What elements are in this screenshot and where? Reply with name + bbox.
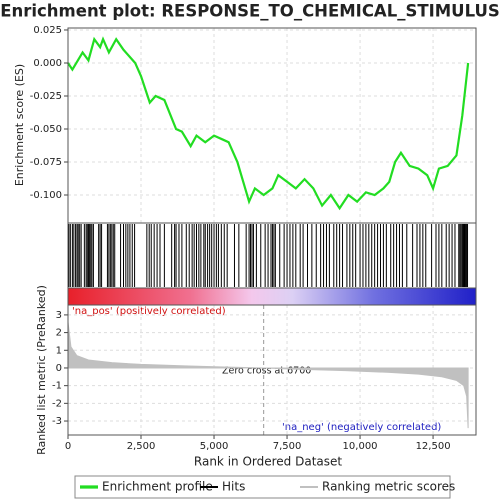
legend — [74, 475, 451, 499]
y-tick-label: 0.000 — [33, 58, 62, 69]
y-tick-label: 3 — [56, 310, 62, 321]
y-tick-label: 0.025 — [33, 25, 62, 36]
y-axis-label: Enrichment score (ES) — [13, 64, 26, 186]
y-tick-label: 1 — [56, 345, 62, 356]
y-tick-label: -0.100 — [30, 190, 62, 201]
x-axis-label: Rank in Ordered Dataset — [194, 455, 342, 469]
y-tick-label: -0.050 — [30, 124, 62, 135]
x-tick-label: 0 — [65, 441, 71, 452]
y-axis-label: Ranked list metric (PreRanked) — [35, 285, 48, 455]
pos-label: 'na_pos' (positively correlated) — [72, 306, 226, 317]
x-tick-label: 2,500 — [127, 441, 156, 452]
band-frame — [67, 287, 477, 306]
legend-label: Hits — [222, 480, 245, 494]
x-tick-label: 5,000 — [200, 441, 229, 452]
legend-label: Enrichment profile — [102, 480, 213, 494]
chart-title: Enrichment plot: RESPONSE_TO_CHEMICAL_ST… — [0, 2, 500, 21]
legend-label: Ranking metric scores — [322, 480, 455, 494]
y-tick-label: -3 — [52, 416, 62, 427]
metric-area — [67, 321, 469, 429]
rank-color-band — [68, 288, 476, 305]
y-tick-label: 0 — [56, 363, 62, 374]
y-tick-label: 2 — [56, 328, 62, 339]
x-tick-label: 7,500 — [273, 441, 302, 452]
y-tick-label: -0.075 — [30, 157, 62, 168]
zero-cross-label: Zero cross at 6700 — [222, 366, 311, 377]
y-tick-label: -0.025 — [30, 91, 62, 102]
enrichment-line — [67, 36, 470, 211]
x-tick-label: 10,000 — [343, 441, 378, 452]
x-tick-label: 12,500 — [416, 441, 451, 452]
neg-label: 'na_neg' (negatively correlated) — [282, 422, 441, 433]
y-tick-label: -2 — [52, 398, 62, 409]
y-tick-label: -1 — [52, 381, 62, 392]
